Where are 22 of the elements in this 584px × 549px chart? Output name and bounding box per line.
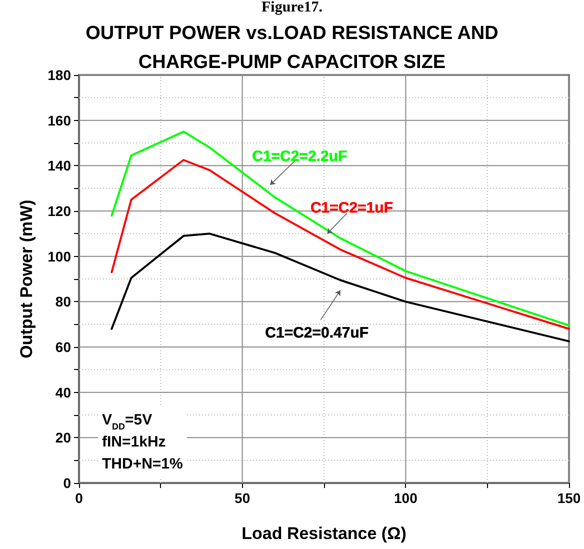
caption: Figure17. bbox=[262, 0, 323, 16]
y-tick-label: 120 bbox=[48, 203, 72, 219]
x-axis-title: Load Resistance (Ω) bbox=[242, 524, 406, 543]
y-tick-label: 100 bbox=[48, 248, 72, 264]
y-tick-label: 40 bbox=[55, 384, 72, 400]
y-tick-label: 80 bbox=[55, 294, 72, 310]
y-tick-label: 180 bbox=[48, 67, 72, 83]
y-tick-label: 20 bbox=[55, 430, 72, 446]
y-tick-label: 60 bbox=[55, 339, 72, 355]
x-tick-label: 50 bbox=[234, 490, 250, 506]
y-tick-label: 160 bbox=[48, 112, 72, 128]
x-tick-label: 100 bbox=[394, 490, 418, 506]
chart-title: OUTPUT POWER vs.LOAD RESISTANCE AND CHARGE-PUMP CAPACITOR SIZE bbox=[86, 23, 498, 73]
x-tick-label: 0 bbox=[75, 490, 84, 506]
y-axis-title: Output Power (mW) bbox=[17, 200, 36, 358]
line-series bbox=[110, 130, 570, 326]
text: C1=C2=0.47uF bbox=[265, 324, 369, 342]
series-label: C1=C2=2.2uF bbox=[252, 148, 348, 165]
y-tick-label: 140 bbox=[48, 158, 72, 174]
series-label: C1=C2=1uF bbox=[310, 200, 393, 217]
y-tick-label: 0 bbox=[63, 475, 72, 491]
x-tick-label: 150 bbox=[557, 490, 581, 506]
